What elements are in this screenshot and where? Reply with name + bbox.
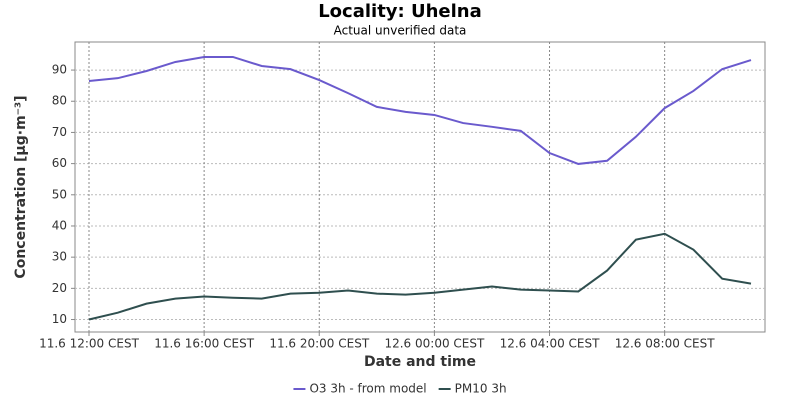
- y-tick-label: 60: [52, 156, 67, 170]
- chart-subtitle: Actual unverified data: [334, 24, 467, 38]
- x-tick-label: 12.6 08:00 CEST: [615, 337, 716, 351]
- x-axis-label: Date and time: [364, 354, 476, 370]
- x-tick-label: 12.6 04:00 CEST: [500, 337, 601, 351]
- x-tick-label: 11.6 20:00 CEST: [269, 337, 370, 351]
- y-tick-label: 80: [52, 94, 67, 108]
- chart-title: Locality: Uhelna: [318, 1, 482, 22]
- legend-label: PM10 3h: [455, 382, 507, 396]
- legend-label: O3 3h - from model: [309, 382, 426, 396]
- y-tick-label: 30: [52, 250, 67, 264]
- y-tick-label: 70: [52, 125, 67, 139]
- y-axis-label: Concentration [µg·m⁻³]: [13, 95, 29, 278]
- x-tick-label: 11.6 12:00 CEST: [39, 337, 140, 351]
- y-tick-label: 90: [52, 63, 67, 77]
- series-line: [88, 55, 752, 165]
- x-tick-label: 11.6 16:00 CEST: [154, 337, 255, 351]
- x-tick-label: 12.6 00:00 CEST: [384, 337, 485, 351]
- y-tick-label: 50: [52, 187, 67, 201]
- y-tick-label: 20: [52, 281, 67, 295]
- y-tick-label: 10: [52, 312, 67, 326]
- y-tick-label: 40: [52, 218, 67, 232]
- plot-area: [74, 41, 766, 333]
- series-line: [88, 232, 752, 321]
